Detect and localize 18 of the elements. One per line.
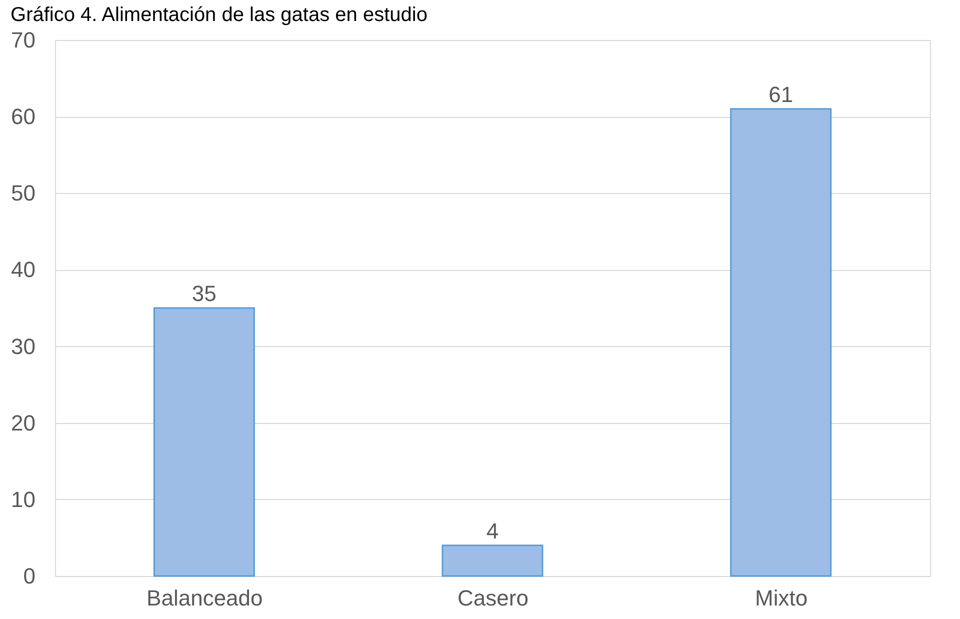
y-tick-label: 30	[11, 334, 36, 359]
x-tick-label: Mixto	[755, 586, 808, 610]
y-tick-label: 60	[11, 104, 36, 130]
y-tick-label: 0	[23, 564, 36, 588]
x-tick-label: Casero	[458, 586, 528, 610]
data-label: 35	[192, 281, 216, 306]
bar	[153, 307, 255, 577]
data-label: 61	[768, 82, 794, 107]
bar	[730, 108, 832, 577]
y-tick-label: 20	[11, 410, 36, 436]
data-label: 4	[486, 518, 499, 544]
y-tick-label: 10	[11, 486, 36, 512]
y-tick-label: 40	[11, 257, 36, 282]
bar	[442, 544, 544, 577]
x-tick-label: Balanceado	[146, 586, 263, 610]
y-tick-label: 70	[11, 28, 36, 52]
y-tick-label: 50	[11, 180, 36, 206]
chart-title: Gráfico 4. Alimentación de las gatas en estudio	[10, 4, 428, 26]
